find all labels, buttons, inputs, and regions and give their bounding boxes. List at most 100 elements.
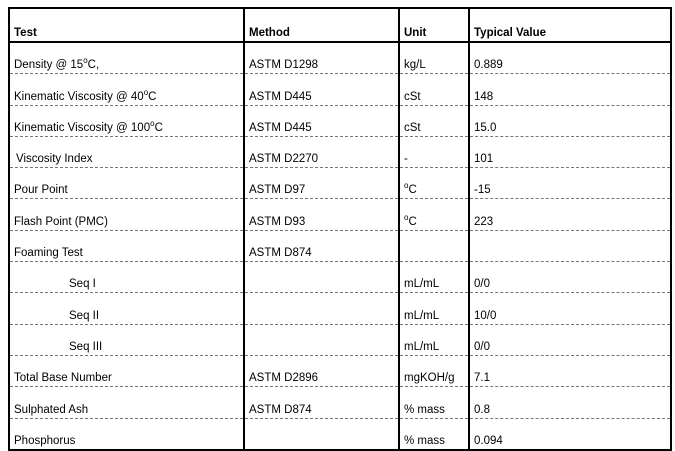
unit-cell: kg/L	[398, 42, 469, 75]
value-cell-value: 7.1	[474, 372, 490, 385]
test-cell-test: Foaming Test	[14, 247, 83, 260]
value-cell: 148	[468, 73, 671, 106]
test-cell-test: Pour Point	[14, 184, 68, 197]
method-cell	[243, 418, 399, 450]
test-cell-test: Viscosity Index	[16, 153, 93, 166]
test-cell: Sulphated Ash	[9, 386, 244, 419]
test-cell-test: Kinematic Viscosity @ 40	[14, 90, 144, 103]
unit-cell-unit: -	[404, 153, 408, 166]
header-typical-value: Typical Value	[468, 8, 671, 43]
unit-cell: % mass	[398, 418, 469, 450]
test-cell-test: Phosphorus	[14, 434, 76, 447]
unit-cell-unit: cSt	[404, 90, 421, 103]
table-row: Seq I mL/mL 0/0	[9, 261, 671, 294]
value-cell-value: -15	[474, 184, 491, 197]
method-cell: ASTM D874	[243, 386, 399, 419]
test-cell-test: Flash Point (PMC)	[14, 215, 108, 228]
unit-cell	[398, 230, 469, 263]
table-row: Flash Point (PMC) ASTM D93 oC 223	[9, 198, 671, 231]
value-cell: 0/0	[468, 324, 671, 356]
value-cell: 0.094	[468, 418, 671, 450]
table-row: Phosphorus % mass 0.094	[9, 418, 671, 450]
header-unit: Unit	[398, 8, 469, 43]
method-cell-method: ASTM D93	[249, 215, 306, 228]
value-cell-value: 0.889	[474, 59, 503, 72]
value-cell-value: 148	[474, 90, 494, 103]
unit-cell: oC	[398, 167, 469, 200]
unit-cell-unit-sup: o	[404, 181, 409, 191]
table-row: Sulphated Ash ASTM D874 % mass 0.8	[9, 386, 671, 419]
test-cell-test-after: C,	[87, 59, 100, 72]
table-row: Kinematic Viscosity @ 40oC ASTM D445 cSt 14…	[9, 73, 671, 106]
unit-cell: cSt	[398, 73, 469, 106]
method-cell: ASTM D445	[243, 73, 399, 106]
method-cell-method: ASTM D2270	[249, 153, 319, 166]
table-row: Seq III mL/mL 0/0	[9, 324, 671, 356]
test-cell: Total Base Number	[9, 355, 244, 388]
method-cell-method: ASTM D445	[249, 90, 312, 103]
unit-cell-unit: C	[408, 215, 417, 228]
test-cell-test-after: C	[154, 121, 163, 134]
value-cell: 10/0	[468, 292, 671, 325]
test-cell: Kinematic Viscosity @ 40oC	[9, 73, 244, 106]
test-cell-test: Seq I	[69, 278, 96, 291]
value-cell-value: 0.8	[474, 403, 490, 416]
method-cell-method: ASTM D874	[249, 403, 312, 416]
value-cell-value: 0.094	[474, 434, 503, 447]
header-method: Method	[243, 8, 399, 43]
unit-cell-unit: mL/mL	[404, 278, 440, 291]
test-cell: Phosphorus	[9, 418, 244, 450]
unit-cell: -	[398, 136, 469, 169]
value-cell-value: 223	[474, 215, 494, 228]
unit-cell: mL/mL	[398, 261, 469, 294]
test-cell: Viscosity Index	[9, 136, 244, 169]
method-cell: ASTM D93	[243, 198, 399, 231]
method-cell-method: ASTM D874	[249, 247, 312, 260]
test-cell: Seq III	[9, 324, 244, 356]
value-cell	[468, 230, 671, 263]
test-cell-test: Seq III	[69, 340, 103, 353]
unit-cell-unit: mgKOH/g	[404, 372, 455, 385]
table-row: Density @ 15oC, ASTM D1298 kg/L 0.889	[9, 42, 671, 75]
method-cell	[243, 324, 399, 356]
test-cell-test: Sulphated Ash	[14, 403, 89, 416]
test-cell: Seq I	[9, 261, 244, 294]
value-cell: 15.0	[468, 105, 671, 137]
method-cell: ASTM D445	[243, 105, 399, 137]
unit-cell: oC	[398, 198, 469, 231]
value-cell: 0/0	[468, 261, 671, 294]
unit-cell: mgKOH/g	[398, 355, 469, 388]
value-cell: 223	[468, 198, 671, 231]
table-row: Total Base Number ASTM D2896 mgKOH/g 7.1	[9, 355, 671, 388]
method-cell	[243, 261, 399, 294]
test-cell: Flash Point (PMC)	[9, 198, 244, 231]
value-cell: 0.8	[468, 386, 671, 419]
unit-cell: cSt	[398, 105, 469, 137]
method-cell: ASTM D1298	[243, 42, 399, 75]
value-cell-value: 15.0	[474, 121, 497, 134]
method-cell-method: ASTM D97	[249, 184, 306, 197]
test-cell-test: Kinematic Viscosity @ 100	[14, 121, 151, 134]
unit-cell-unit: mL/mL	[404, 340, 440, 353]
method-cell-method: ASTM D2896	[249, 372, 319, 385]
test-cell: Foaming Test	[9, 230, 244, 263]
method-cell: ASTM D874	[243, 230, 399, 263]
test-cell-test: Seq II	[69, 309, 100, 322]
unit-cell-unit: cSt	[404, 121, 421, 134]
test-cell-test-sup: o	[143, 87, 149, 97]
method-cell: ASTM D97	[243, 167, 399, 200]
test-cell-test: Total Base Number	[14, 372, 112, 385]
unit-cell: mL/mL	[398, 324, 469, 356]
value-cell-value: 101	[474, 153, 494, 166]
table-row: Kinematic Viscosity @ 100oC ASTM D445 cSt 1…	[9, 105, 671, 137]
unit-cell-unit: % mass	[404, 434, 445, 447]
test-cell-test-sup: o	[150, 118, 155, 128]
value-cell: -15	[468, 167, 671, 200]
header-row: Test Method Unit Typical Value	[9, 8, 671, 43]
test-cell: Kinematic Viscosity @ 100oC	[9, 105, 244, 137]
value-cell-value: 10/0	[474, 309, 497, 322]
table-row: Foaming Test ASTM D874	[9, 230, 671, 263]
test-cell: Seq II	[9, 292, 244, 325]
unit-cell-unit: % mass	[404, 403, 445, 416]
test-cell: Pour Point	[9, 167, 244, 200]
